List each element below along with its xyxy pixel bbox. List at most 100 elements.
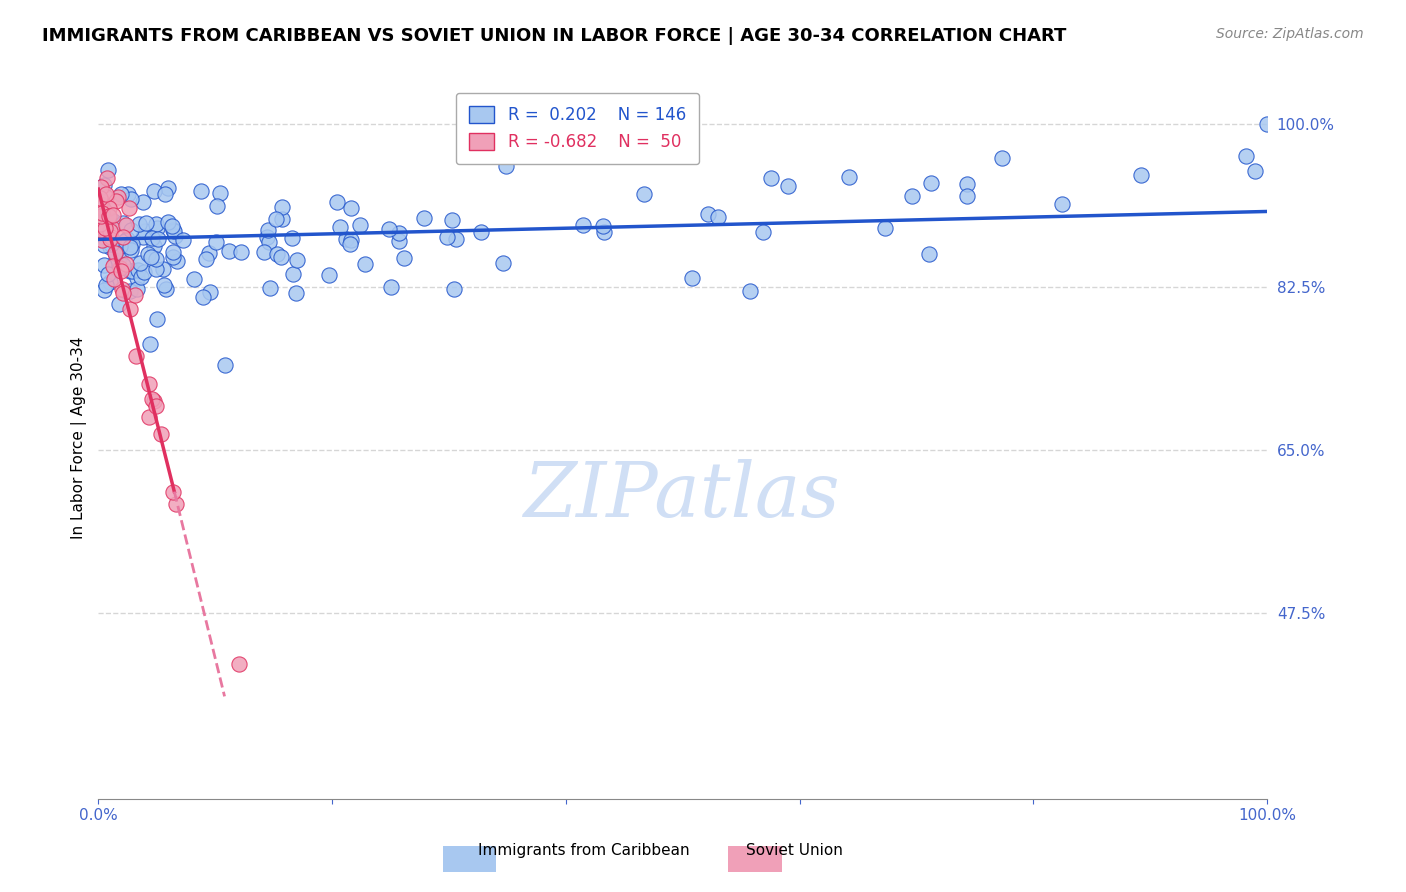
- Point: [205, 235, 228, 249]
- Text: Soviet Union: Soviet Union: [747, 843, 842, 858]
- Point: [93, 230, 115, 244]
- Point: [101, 260, 124, 274]
- Point: [125, 271, 148, 285]
- Point: [98, 276, 121, 290]
- Point: [100, 232, 122, 246]
- Point: [218, 244, 240, 259]
- Point: [145, 311, 167, 326]
- Point: [131, 195, 153, 210]
- Point: [111, 215, 134, 229]
- Point: [89, 191, 111, 205]
- Point: [93, 221, 115, 235]
- Point: [125, 282, 148, 296]
- Point: [571, 218, 593, 232]
- Point: [120, 223, 142, 237]
- Point: [633, 187, 655, 202]
- Point: [340, 233, 363, 247]
- Point: [142, 185, 165, 199]
- Point: [166, 253, 188, 268]
- Point: [105, 194, 128, 208]
- Point: [131, 230, 153, 244]
- Point: [98, 210, 121, 224]
- Point: [91, 200, 114, 214]
- Point: [198, 246, 221, 260]
- Point: [98, 224, 121, 238]
- Point: [118, 240, 141, 254]
- Point: [392, 251, 415, 265]
- Point: [108, 239, 131, 253]
- Point: [129, 270, 152, 285]
- Point: [329, 219, 352, 234]
- Point: [339, 201, 361, 215]
- Point: [138, 377, 160, 392]
- Point: [98, 201, 121, 215]
- Point: [335, 232, 357, 246]
- Point: [129, 256, 152, 270]
- Point: [96, 190, 118, 204]
- Point: [117, 231, 139, 245]
- Point: [136, 247, 159, 261]
- Point: [257, 235, 280, 249]
- Point: [142, 239, 165, 253]
- Point: [110, 187, 132, 202]
- Point: [696, 207, 718, 221]
- Point: [114, 218, 136, 232]
- Point: [141, 230, 163, 244]
- Point: [141, 392, 163, 407]
- Point: [145, 399, 167, 413]
- Point: [388, 226, 411, 240]
- Point: [93, 283, 115, 297]
- Point: [231, 245, 253, 260]
- Point: [155, 282, 177, 296]
- Point: [145, 217, 167, 231]
- Point: [118, 201, 141, 215]
- Point: [280, 230, 302, 244]
- Point: [325, 194, 347, 209]
- Point: [112, 229, 135, 244]
- Point: [120, 192, 142, 206]
- Point: [991, 151, 1014, 165]
- Point: [377, 222, 399, 236]
- Point: [1234, 148, 1257, 162]
- Point: [89, 197, 111, 211]
- Point: [153, 277, 176, 292]
- Point: [162, 484, 184, 499]
- Point: [920, 176, 942, 190]
- Point: [270, 200, 292, 214]
- Point: [96, 186, 118, 201]
- Point: [139, 250, 162, 264]
- Point: [492, 256, 515, 270]
- Point: [495, 160, 517, 174]
- Point: [111, 259, 134, 273]
- Point: [270, 250, 292, 264]
- Point: [163, 228, 186, 243]
- Point: [283, 267, 305, 281]
- Point: [470, 225, 492, 239]
- Text: IMMIGRANTS FROM CARIBBEAN VS SOVIET UNION IN LABOR FORCE | AGE 30-34 CORRELATION: IMMIGRANTS FROM CARIBBEAN VS SOVIET UNIO…: [42, 27, 1067, 45]
- Point: [436, 230, 458, 244]
- Point: [593, 225, 616, 239]
- Point: [198, 285, 221, 299]
- Point: [103, 214, 125, 228]
- Point: [90, 194, 112, 208]
- Point: [134, 265, 156, 279]
- Point: [353, 257, 375, 271]
- Point: [388, 234, 411, 248]
- Point: [114, 235, 136, 249]
- Point: [150, 426, 173, 441]
- Point: [90, 223, 112, 237]
- Point: [195, 252, 218, 266]
- Point: [380, 279, 402, 293]
- Point: [118, 284, 141, 298]
- Point: [205, 199, 228, 213]
- Point: [1050, 197, 1073, 211]
- Point: [413, 211, 436, 225]
- Point: [145, 252, 167, 266]
- Point: [124, 288, 146, 302]
- FancyBboxPatch shape: [430, 838, 509, 880]
- Point: [94, 224, 117, 238]
- Legend: R =  0.202    N = 146, R = -0.682    N =  50: R = 0.202 N = 146, R = -0.682 N = 50: [456, 93, 699, 164]
- Point: [90, 202, 112, 216]
- Point: [153, 186, 176, 201]
- Point: [117, 186, 139, 201]
